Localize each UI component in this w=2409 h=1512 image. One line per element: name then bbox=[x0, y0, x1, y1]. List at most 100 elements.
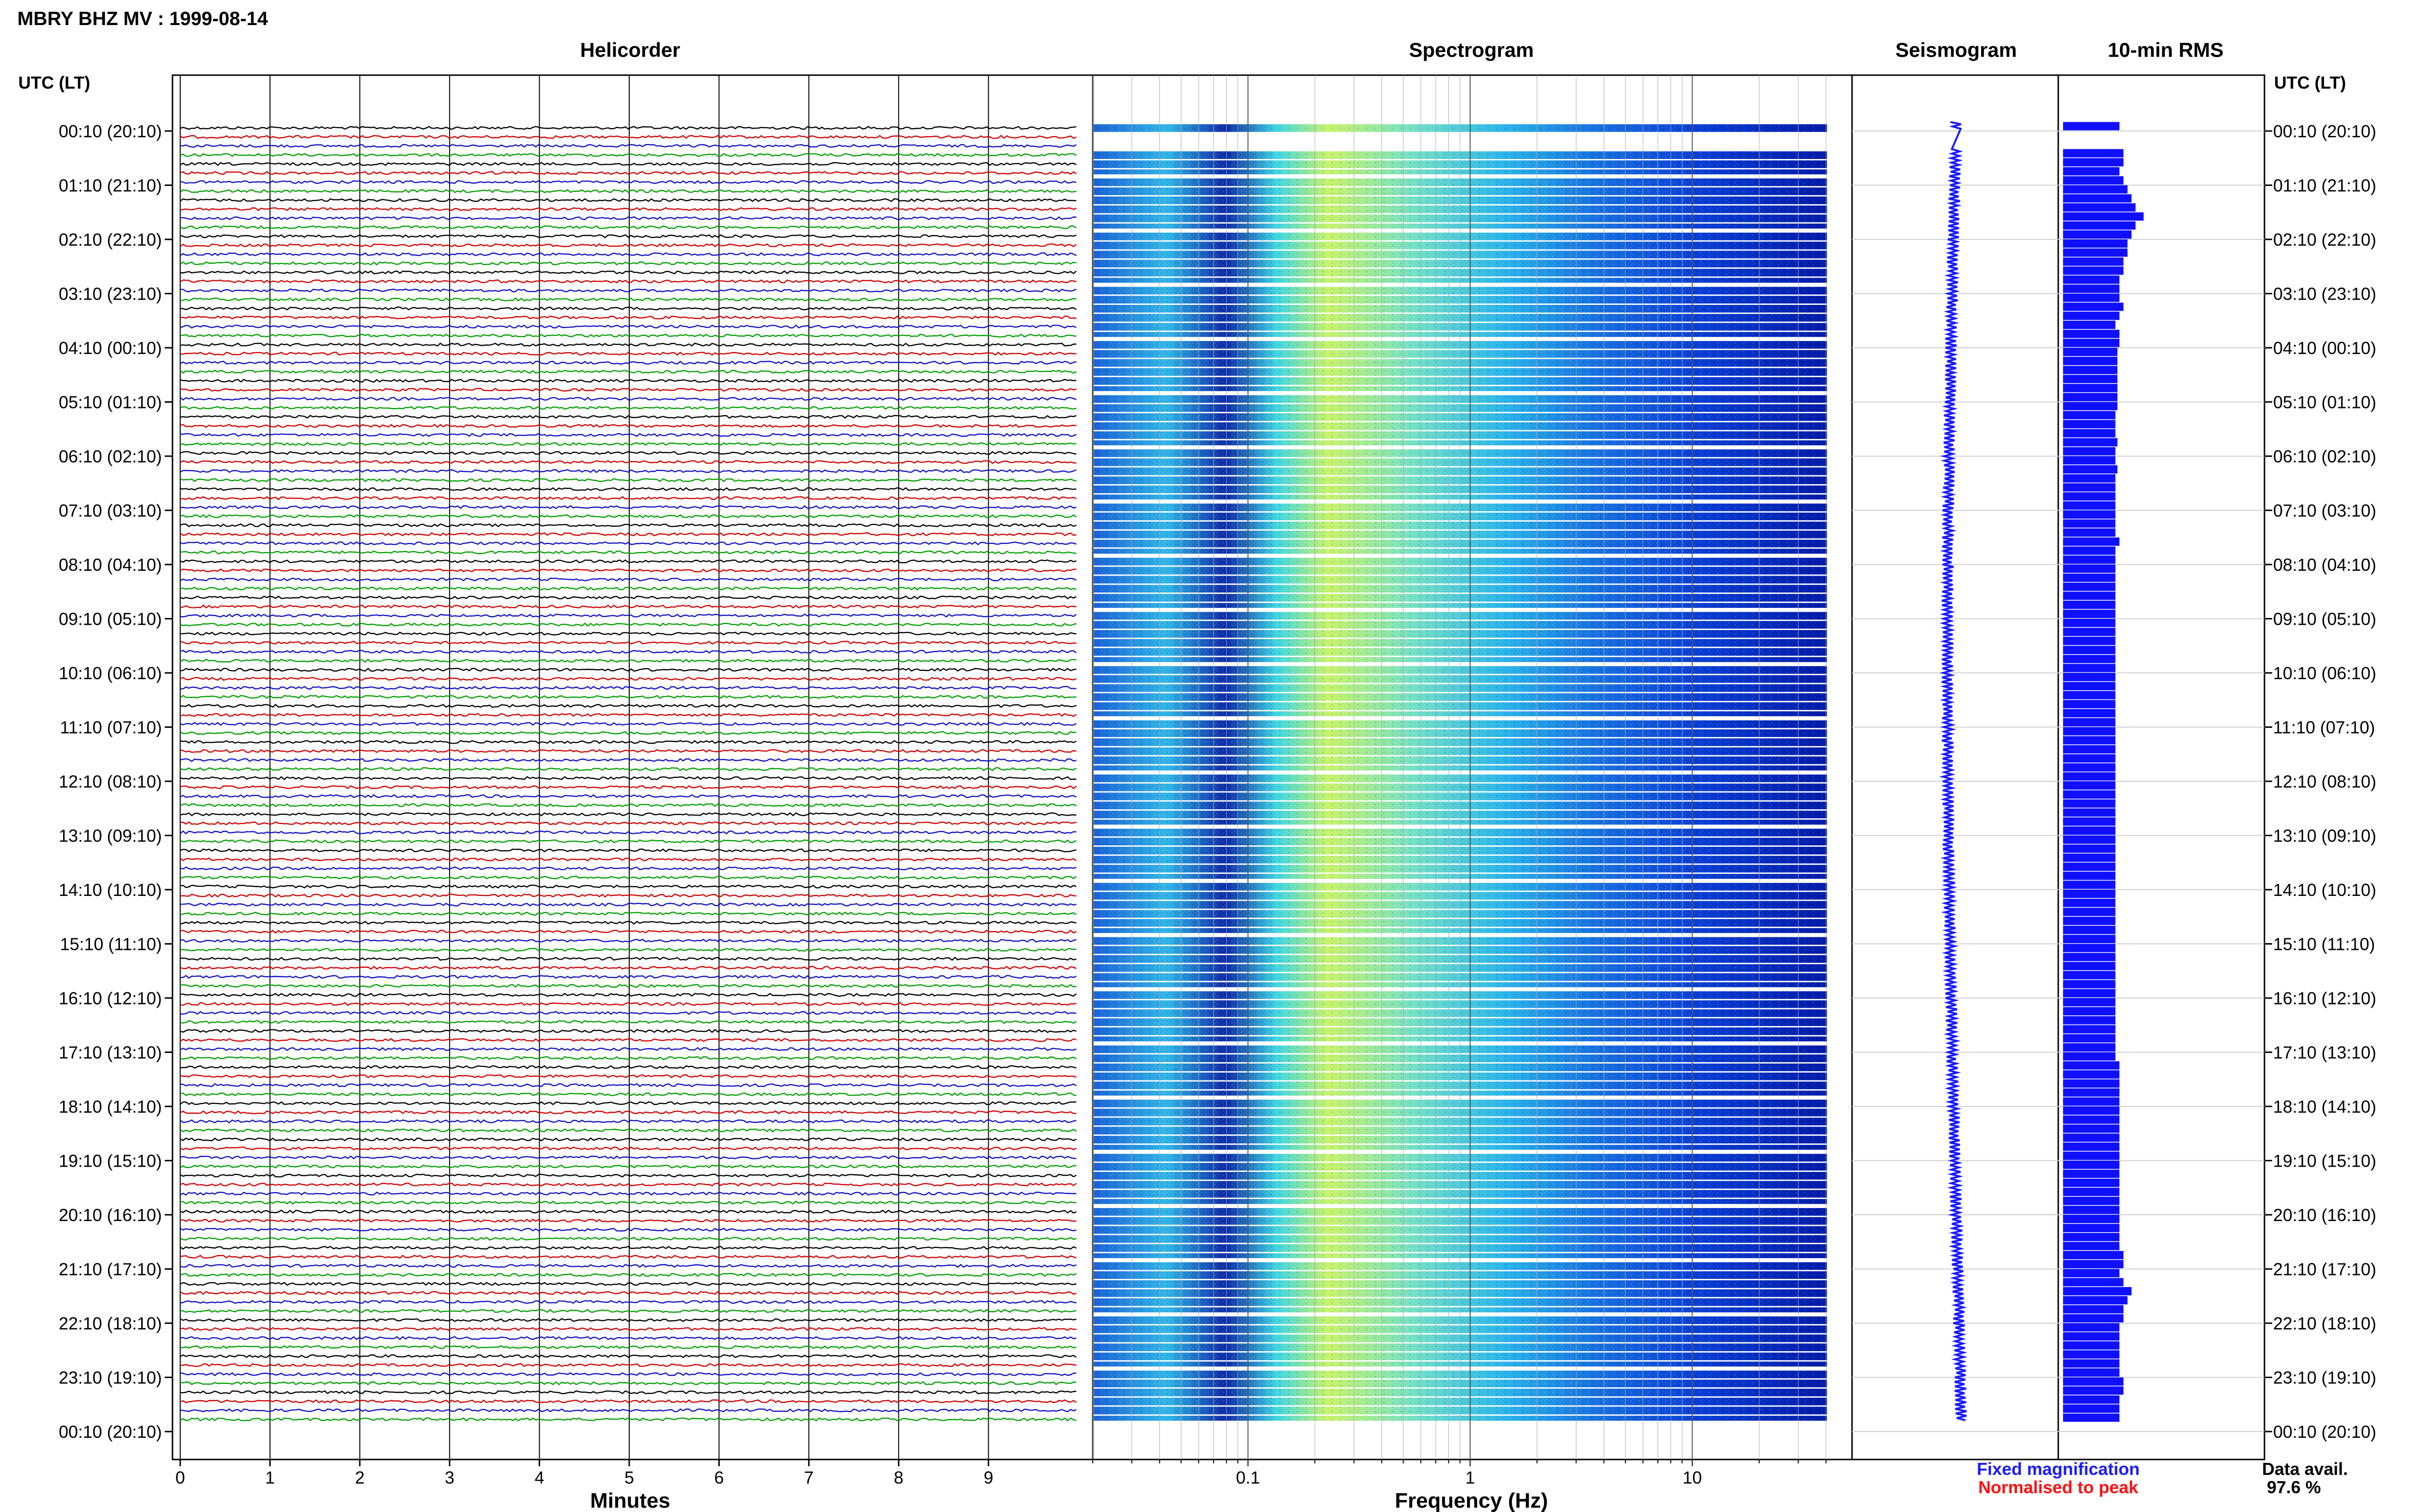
helicorder-trace bbox=[180, 1164, 1077, 1169]
rms-bar bbox=[2063, 194, 2132, 203]
time-label-left: 01:10 (21:10) bbox=[59, 176, 162, 196]
spectrogram-row-noise bbox=[1094, 268, 1827, 276]
time-label-left: 07:10 (03:10) bbox=[59, 501, 162, 521]
rms-bar bbox=[2063, 158, 2124, 167]
spectrogram-row-noise bbox=[1094, 1154, 1827, 1162]
rms-bar bbox=[2063, 1260, 2124, 1268]
rms-bar bbox=[2063, 664, 2116, 672]
helicorder-trace bbox=[180, 658, 1077, 663]
helicorder-trace bbox=[180, 1273, 1077, 1277]
spectrogram-row-noise bbox=[1094, 819, 1827, 825]
spectrogram-row-noise bbox=[1094, 783, 1827, 791]
time-label-left: 23:10 (19:10) bbox=[59, 1368, 162, 1388]
time-label-right: 17:10 (13:10) bbox=[2273, 1043, 2376, 1063]
rms-bar bbox=[2063, 754, 2116, 763]
time-label-right: 00:10 (20:10) bbox=[2273, 1422, 2376, 1442]
helicorder-trace bbox=[180, 595, 1077, 600]
spectrogram-row-noise bbox=[1094, 1099, 1827, 1107]
helicorder-trace bbox=[180, 207, 1077, 211]
spectrogram-row-noise bbox=[1094, 1072, 1827, 1080]
spectrogram-row-noise bbox=[1094, 1343, 1827, 1352]
spectrogram-row-noise bbox=[1094, 792, 1827, 801]
spectrogram-row-noise bbox=[1094, 413, 1827, 421]
helicorder-trace bbox=[180, 270, 1077, 275]
rms-bar bbox=[2063, 203, 2136, 212]
rms-bar bbox=[2063, 1133, 2120, 1142]
rms-bar bbox=[2063, 628, 2116, 636]
data-availability-label: Data avail. bbox=[2262, 1459, 2348, 1479]
helicorder-trace bbox=[180, 134, 1077, 139]
spectrogram-row-noise bbox=[1094, 1271, 1827, 1279]
rms-bar bbox=[2063, 1305, 2124, 1314]
helicorder-trace bbox=[180, 1263, 1077, 1268]
helicorder-trace bbox=[180, 857, 1077, 862]
helicorder-trace bbox=[180, 423, 1077, 428]
rms-bar bbox=[2063, 700, 2116, 709]
rms-bar bbox=[2063, 456, 2116, 465]
helicorder-trace bbox=[180, 234, 1077, 238]
rms-bar bbox=[2063, 573, 2116, 582]
rms-bar bbox=[2063, 898, 2116, 907]
helicorder-trace bbox=[180, 713, 1077, 717]
rms-bar bbox=[2063, 727, 2116, 736]
helicorder-trace bbox=[180, 605, 1077, 609]
helicorder-trace bbox=[180, 722, 1077, 726]
rms-bar bbox=[2063, 276, 2120, 284]
spectrogram-row-noise bbox=[1094, 214, 1827, 223]
rms-bar bbox=[2063, 1061, 2120, 1070]
rms-bar bbox=[2063, 835, 2116, 844]
helicorder-trace bbox=[180, 640, 1077, 645]
rms-bar bbox=[2063, 212, 2144, 221]
helicorder-trace bbox=[180, 957, 1077, 961]
rms-bar bbox=[2063, 1016, 2116, 1025]
helicorder-trace bbox=[180, 1128, 1077, 1132]
spectrogram-row-noise bbox=[1094, 196, 1827, 204]
rms-bar bbox=[2063, 998, 2116, 1007]
helicorder-trace bbox=[180, 1191, 1077, 1196]
helicorder-trace bbox=[180, 324, 1077, 329]
spectrogram-row-noise bbox=[1094, 1334, 1827, 1342]
helicorder-trace bbox=[180, 316, 1077, 320]
helicorder-trace bbox=[180, 541, 1077, 546]
data-availability-value: 97.6 % bbox=[2267, 1477, 2321, 1497]
rms-bar bbox=[2063, 1079, 2120, 1088]
spectrogram-row-noise bbox=[1094, 765, 1827, 771]
spectrogram-row-noise bbox=[1094, 513, 1827, 521]
legend-normalised-to-peak: Normalised to peak bbox=[1978, 1477, 2139, 1497]
seismogram-line bbox=[1939, 121, 1968, 1421]
spectrogram-row-noise bbox=[1094, 241, 1827, 250]
time-label-left: 03:10 (23:10) bbox=[59, 284, 162, 304]
spectrogram-row-noise bbox=[1094, 178, 1827, 186]
rms-bar bbox=[2063, 293, 2120, 302]
rms-bar bbox=[2063, 546, 2116, 555]
spectrogram-row-noise bbox=[1094, 603, 1827, 608]
rms-bar bbox=[2063, 655, 2116, 663]
spectrogram-row-noise bbox=[1094, 675, 1827, 683]
helicorder-trace bbox=[180, 875, 1077, 880]
spectrogram-row-noise bbox=[1094, 1361, 1827, 1367]
spectrogram-row-noise bbox=[1094, 1171, 1827, 1180]
spectrogram-row-noise bbox=[1094, 431, 1827, 439]
spectrogram-row-noise bbox=[1094, 296, 1827, 304]
helicorder-trace bbox=[180, 731, 1077, 735]
spectrogram-row-noise bbox=[1094, 449, 1827, 457]
helicorder-trace bbox=[180, 523, 1077, 527]
time-label-left: 06:10 (02:10) bbox=[59, 447, 162, 466]
time-label-right: 06:10 (02:10) bbox=[2273, 447, 2376, 466]
rms-bar bbox=[2063, 871, 2116, 880]
rms-bar bbox=[2063, 393, 2118, 401]
spectrogram-row-noise bbox=[1094, 684, 1827, 692]
helicorder-trace bbox=[180, 1110, 1077, 1115]
time-label-left: 04:10 (00:10) bbox=[59, 338, 162, 358]
spectrogram-row-noise bbox=[1094, 1009, 1827, 1017]
rms-bar bbox=[2063, 1332, 2120, 1341]
helicorder-trace bbox=[180, 685, 1077, 690]
time-label-left: 17:10 (13:10) bbox=[59, 1043, 162, 1063]
helicorder-traces bbox=[180, 126, 1077, 1421]
spectrogram-row-noise bbox=[1094, 1316, 1827, 1324]
time-label-right: 02:10 (22:10) bbox=[2273, 230, 2376, 250]
rms-bar bbox=[2063, 348, 2118, 356]
spectrogram-row-noise bbox=[1094, 1208, 1827, 1216]
helicorder-trace bbox=[180, 911, 1077, 916]
spectrogram-row-noise bbox=[1094, 955, 1827, 963]
